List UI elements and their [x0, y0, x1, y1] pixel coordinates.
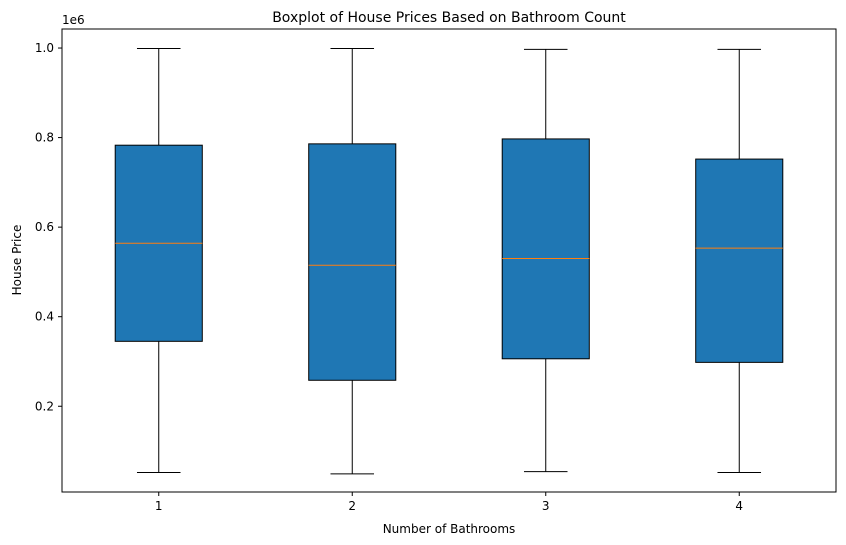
iqr-box: [695, 158, 784, 363]
y-tick-label: 0.8: [35, 131, 54, 145]
chart-title: Boxplot of House Prices Based on Bathroo…: [272, 10, 626, 26]
box-category-4: [695, 48, 784, 474]
y-tick-label: 0.6: [35, 220, 54, 234]
x-tick-label: 4: [735, 499, 743, 513]
box-category-3: [501, 48, 590, 473]
y-tick-label: 1.0: [35, 41, 54, 55]
x-axis-label: Number of Bathrooms: [383, 522, 516, 536]
x-tick-label: 2: [348, 499, 356, 513]
y-tick-label: 0.4: [35, 310, 54, 324]
y-axis: 0.2 0.4 0.6 0.8 1.0: [35, 41, 62, 413]
iqr-box: [308, 143, 397, 381]
box-category-1: [114, 47, 203, 474]
y-tick-label: 0.2: [35, 399, 54, 413]
x-tick-label: 3: [542, 499, 550, 513]
box-category-2: [308, 47, 397, 475]
y-axis-label: House Price: [10, 225, 24, 296]
y-offset-label: 1e6: [62, 13, 85, 27]
iqr-box: [501, 138, 590, 360]
x-tick-label: 1: [155, 499, 163, 513]
plot-frame: [61, 28, 837, 493]
x-axis: 1 2 3 4: [155, 492, 743, 513]
boxes-group: [114, 47, 784, 475]
